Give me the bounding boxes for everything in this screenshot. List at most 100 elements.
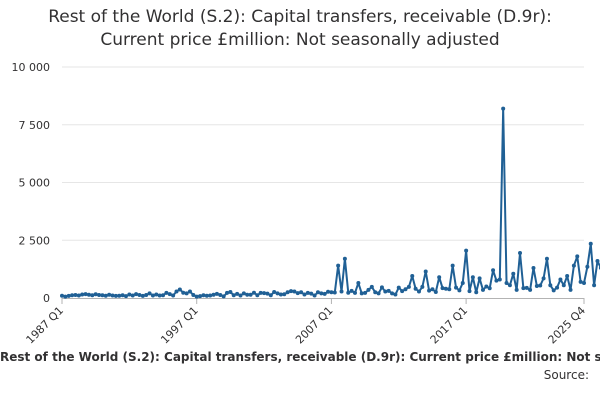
data-point	[147, 291, 152, 296]
chart-title-line-2: Current price £million: Not seasonally a…	[100, 30, 500, 50]
data-point	[467, 289, 472, 294]
data-point	[356, 280, 361, 285]
x-tick-label: 1987 Q1	[24, 304, 67, 347]
data-point	[538, 283, 543, 288]
gridlines	[62, 66, 584, 241]
data-point	[346, 290, 351, 295]
data-point	[568, 287, 573, 292]
chart-title: Rest of the World (S.2): Capital transfe…	[0, 6, 600, 52]
data-point	[470, 275, 475, 280]
data-point	[134, 292, 139, 297]
data-point	[103, 293, 108, 298]
data-point	[390, 291, 395, 296]
source-label: Source:	[543, 368, 589, 382]
data-point	[171, 293, 176, 298]
data-point	[262, 291, 267, 296]
data-point	[161, 293, 166, 298]
data-point	[541, 276, 546, 281]
data-point	[218, 293, 223, 297]
data-point	[80, 292, 85, 297]
chart-caption-text: Rest of the World (S.2): Capital transfe…	[0, 350, 600, 364]
data-point	[154, 292, 159, 297]
data-point	[73, 293, 78, 297]
data-point	[191, 293, 196, 297]
data-point	[107, 292, 112, 297]
data-point	[228, 289, 233, 294]
data-point	[460, 280, 465, 285]
data-point	[480, 287, 485, 292]
data-point	[403, 287, 408, 292]
data-point	[454, 285, 459, 290]
y-tick-label: 10 000	[12, 61, 51, 74]
data-point	[97, 293, 102, 297]
data-point	[235, 291, 240, 296]
data-point	[433, 289, 438, 294]
data-point	[339, 289, 344, 294]
data-point	[231, 293, 236, 298]
y-tick-label: 5 000	[19, 177, 51, 190]
data-point	[548, 283, 553, 288]
data-point	[315, 290, 320, 295]
data-point	[93, 292, 98, 297]
data-point	[63, 294, 68, 299]
data-point	[406, 284, 411, 289]
data-point	[255, 293, 260, 298]
data-point	[137, 293, 142, 297]
data-point	[251, 290, 256, 295]
data-point	[326, 289, 331, 294]
data-point	[575, 254, 580, 259]
data-point	[561, 283, 566, 288]
data-point	[420, 284, 425, 289]
data-point	[76, 293, 81, 298]
data-point	[531, 265, 536, 270]
data-point	[555, 285, 560, 290]
data-point	[410, 274, 415, 279]
chart-title-line-1: Rest of the World (S.2): Capital transfe…	[48, 7, 552, 27]
data-point	[289, 289, 294, 294]
data-point	[208, 293, 213, 298]
data-point	[198, 294, 203, 299]
data-point	[595, 259, 600, 264]
data-point	[396, 285, 401, 290]
data-point	[494, 278, 499, 283]
x-axis-ticks: 1987 Q1 1997 Q1 2007 Q1 2017 Q1 2025 Q4	[24, 298, 588, 347]
data-point	[113, 293, 118, 298]
data-point	[70, 293, 75, 298]
series-line	[61, 107, 600, 298]
data-point	[413, 286, 418, 291]
data-point	[123, 294, 128, 299]
data-point	[265, 291, 270, 296]
data-point	[592, 283, 597, 288]
x-tick-label: 2017 Q1	[428, 304, 471, 347]
data-point	[352, 290, 357, 295]
data-point	[585, 264, 590, 269]
data-point	[511, 271, 516, 276]
data-point	[90, 293, 95, 298]
data-point	[214, 291, 219, 296]
y-tick-label: 2 500	[19, 234, 51, 247]
data-point	[211, 292, 216, 297]
x-tick-label: 2007 Q1	[293, 304, 336, 347]
data-point	[534, 283, 539, 288]
data-point	[457, 288, 462, 293]
data-point	[582, 280, 586, 285]
y-tick-label: 0	[43, 292, 50, 305]
data-point	[464, 248, 469, 253]
data-point	[336, 263, 341, 268]
data-point	[66, 293, 71, 298]
data-point	[245, 292, 250, 297]
data-point	[366, 287, 371, 292]
data-point	[376, 291, 381, 296]
data-point	[474, 290, 479, 295]
data-point	[299, 290, 304, 295]
data-point	[140, 293, 145, 298]
data-point	[329, 290, 334, 295]
data-point	[302, 292, 307, 297]
data-point	[201, 293, 206, 298]
data-point	[487, 286, 492, 291]
data-point	[437, 275, 442, 280]
data-point	[278, 292, 283, 297]
data-point	[393, 292, 398, 297]
data-point	[443, 286, 448, 291]
